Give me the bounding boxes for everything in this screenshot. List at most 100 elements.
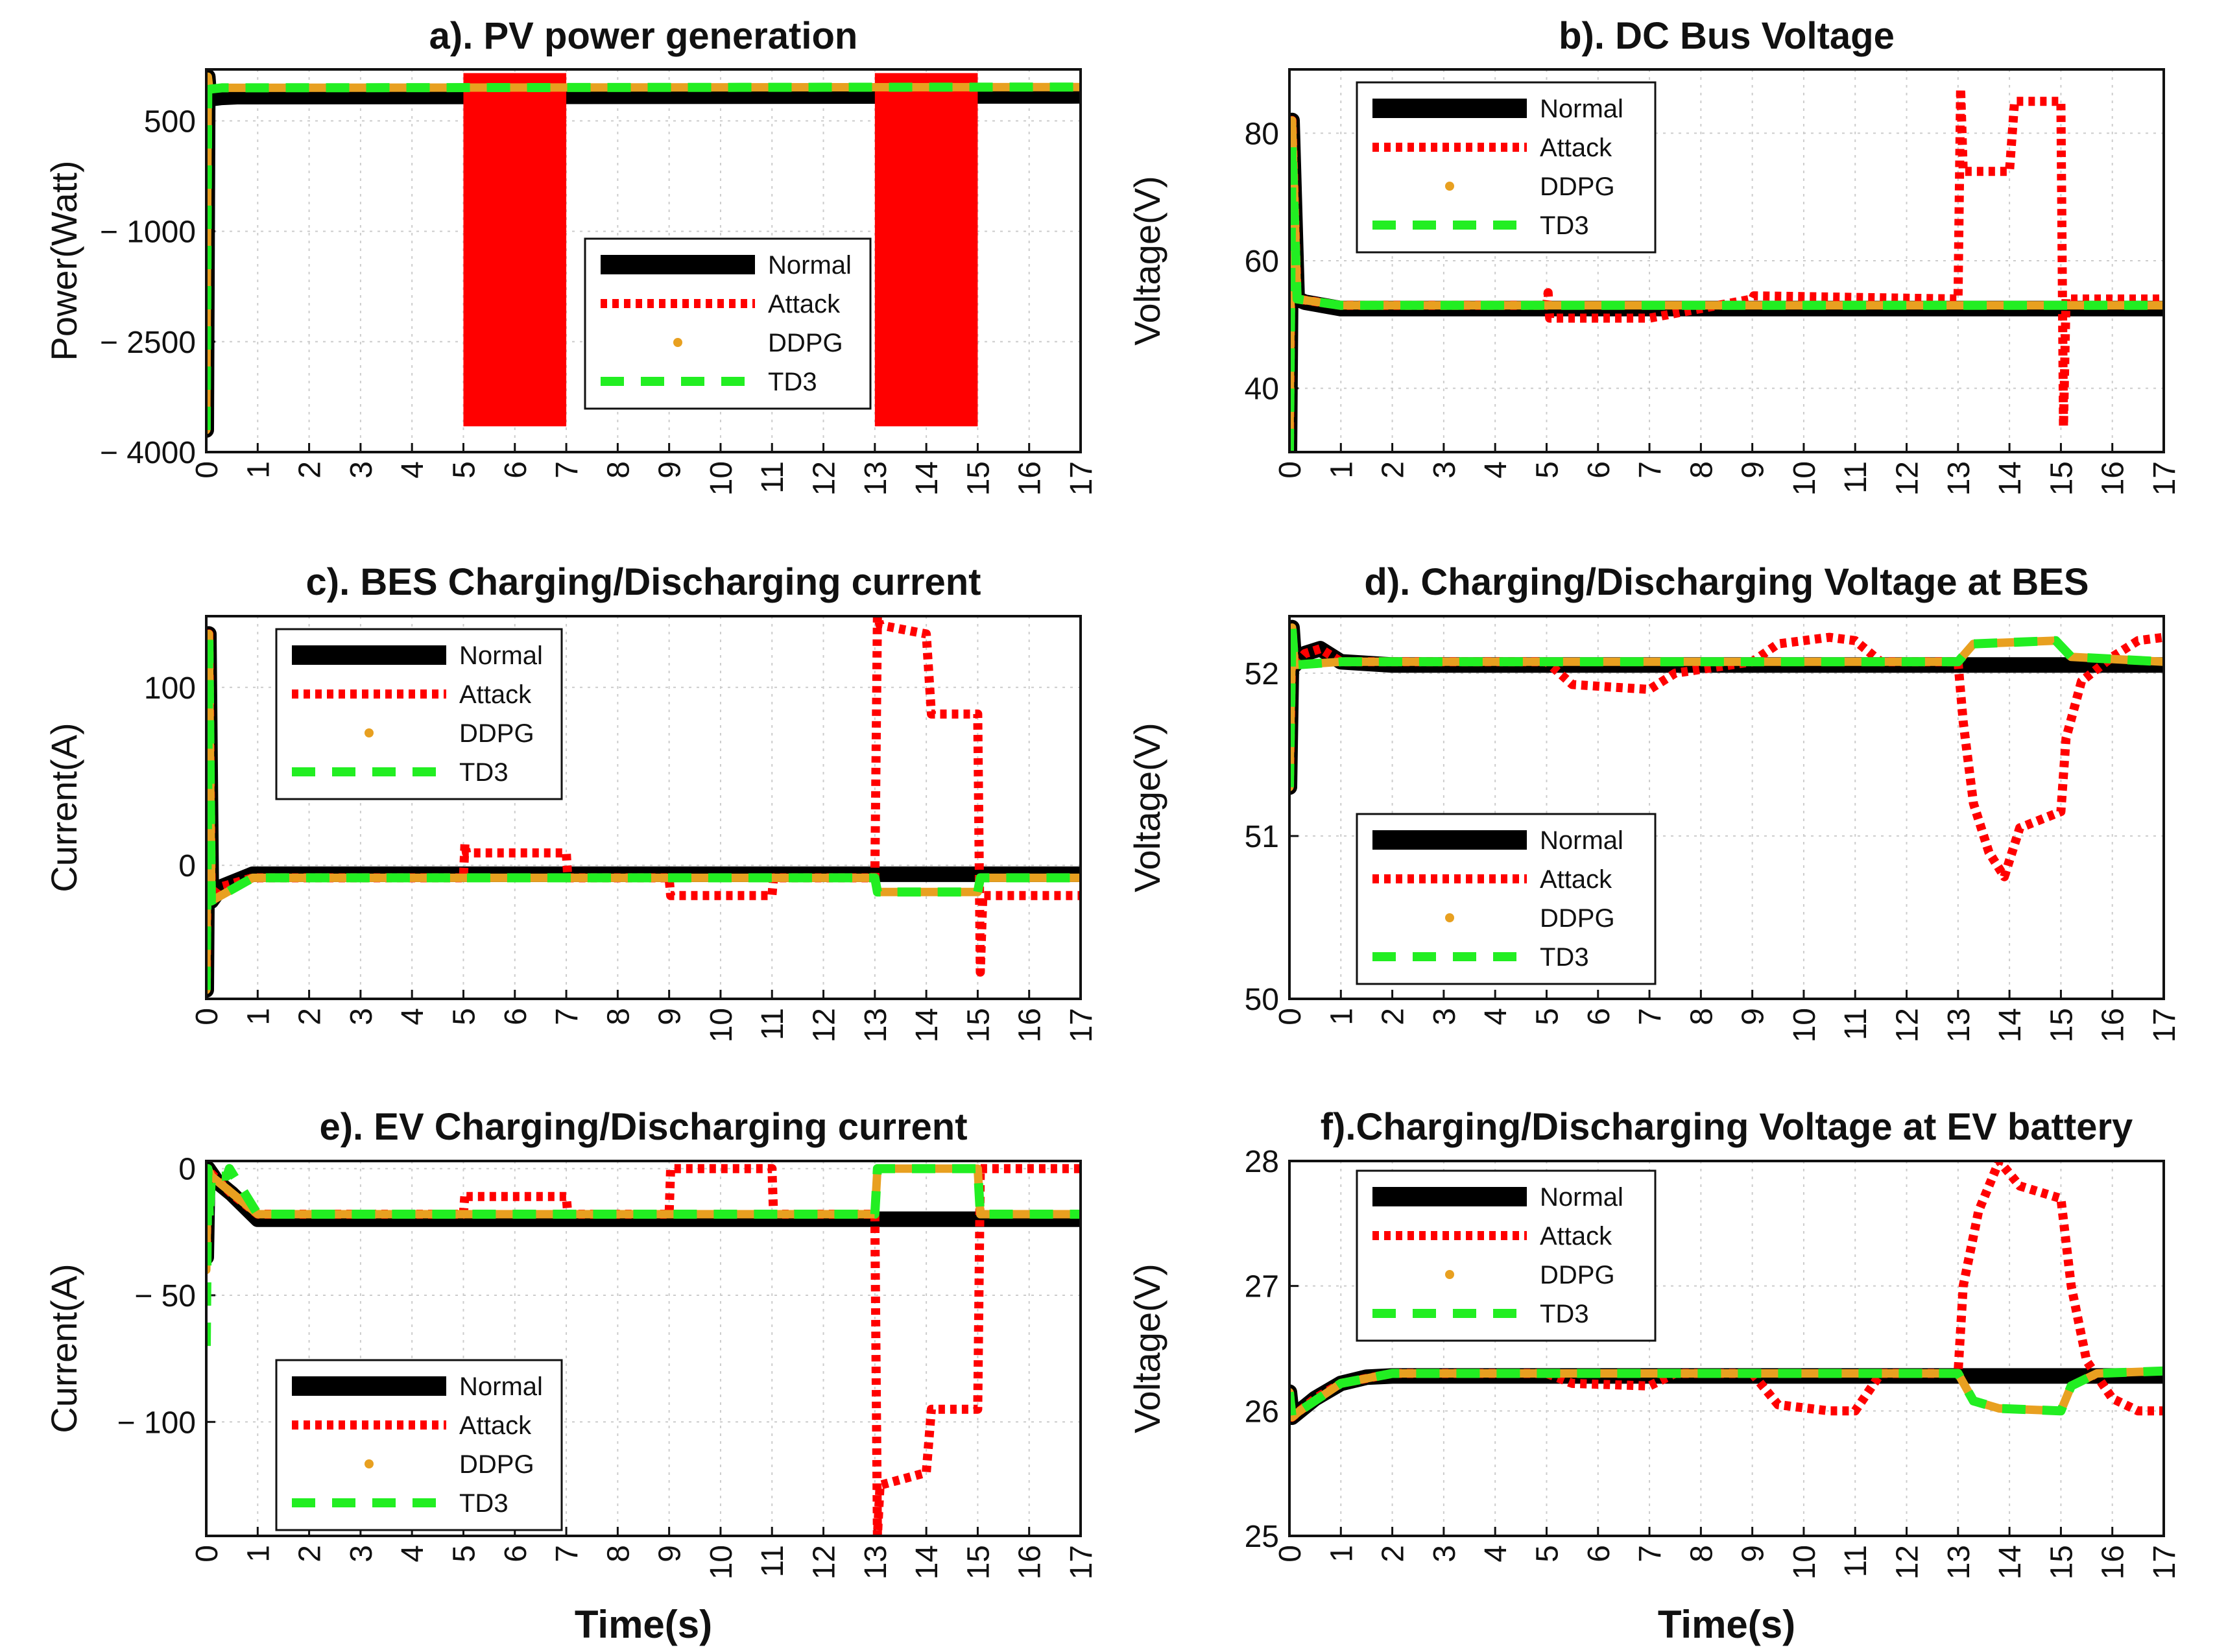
x-tick-label: 3 (344, 461, 379, 479)
x-tick-label: 16 (1013, 461, 1048, 496)
legend: Normal Attack DDPG TD3 (275, 628, 563, 800)
x-tick-label: 17 (2148, 1545, 2182, 1579)
x-tick-label: 11 (756, 1008, 790, 1040)
x-tick-label: 5 (1530, 1008, 1564, 1025)
x-tick-label: 8 (1684, 1545, 1719, 1562)
x-tick-label: 2 (1376, 1545, 1411, 1562)
x-tick-label: 16 (2096, 1545, 2131, 1579)
x-tick-label: 15 (961, 461, 996, 496)
x-tick-label: 10 (704, 1008, 739, 1042)
y-axis-label: Voltage(V) (1127, 723, 1167, 892)
legend-label-attack: Attack (768, 290, 841, 318)
x-tick-label: 4 (396, 1008, 430, 1025)
line-td3 (1289, 141, 2164, 452)
x-tick-label: 3 (1428, 461, 1462, 479)
series-attack (463, 73, 978, 427)
x-tick-label: 3 (1428, 1545, 1462, 1562)
y-tick-label: 100 (144, 671, 196, 706)
legend-marker-ddpg (1445, 1270, 1454, 1279)
x-tick-label: 0 (190, 1545, 224, 1562)
x-tick-label: 17 (2148, 1008, 2182, 1042)
x-tick-label: 11 (756, 1545, 790, 1577)
line-td3 (1289, 623, 2164, 787)
series-td3 (1289, 623, 2164, 787)
y-tick-label: 51 (1245, 820, 1279, 854)
x-tick-label: 2 (1376, 461, 1411, 479)
panel-title: a). PV power generation (429, 15, 858, 57)
x-tick-label: 16 (2096, 461, 2131, 496)
attack-oscillation-block (463, 73, 567, 427)
series-td3 (1289, 1366, 2164, 1422)
x-tick-label: 12 (808, 1545, 842, 1579)
x-tick-label: 6 (499, 461, 533, 479)
x-tick-label: 3 (344, 1008, 379, 1025)
legend-marker-ddpg (365, 728, 374, 737)
legend: Normal Attack DDPG TD3 (275, 1359, 563, 1531)
x-tick-label: 10 (1788, 1545, 1822, 1579)
x-tick-label: 13 (1942, 1008, 1976, 1042)
legend: Normal Attack DDPG TD3 (584, 237, 872, 410)
x-tick-label: 7 (550, 461, 584, 479)
legend-label-ddpg: DDPG (768, 329, 843, 357)
x-tick-label: 10 (704, 461, 739, 496)
legend-label-td3: TD3 (1540, 211, 1589, 240)
legend-label-ddpg: DDPG (459, 1450, 534, 1479)
legend: Normal Attack DDPG TD3 (1356, 81, 1657, 254)
legend-marker-ddpg (365, 1459, 374, 1468)
y-tick-label: 50 (1245, 983, 1279, 1017)
x-tick-label: 6 (1582, 1545, 1616, 1562)
legend-label-attack: Attack (459, 680, 532, 709)
x-tick-label: 7 (1633, 1008, 1668, 1025)
line-td3 (1289, 1366, 2164, 1422)
series-attack (1289, 623, 2164, 881)
x-tick-label: 8 (601, 461, 636, 479)
y-tick-label: 52 (1245, 657, 1279, 691)
x-tick-label: 6 (499, 1008, 533, 1025)
x-tick-label: 15 (2044, 1008, 2079, 1042)
x-tick-label: 1 (241, 1545, 276, 1562)
x-tick-label: 9 (1736, 1545, 1771, 1562)
legend-marker-ddpg (1445, 913, 1454, 922)
x-tick-label: 7 (550, 1008, 584, 1025)
x-tick-label: 0 (190, 461, 224, 479)
x-tick-label: 4 (396, 461, 430, 479)
x-tick-label: 7 (550, 1545, 584, 1562)
x-tick-label: 7 (1633, 1545, 1668, 1562)
x-tick-label: 13 (1942, 1545, 1976, 1579)
x-tick-label: 6 (499, 1545, 533, 1562)
x-tick-label: 8 (1684, 461, 1719, 479)
panel-title: c). BES Charging/Discharging current (306, 561, 981, 603)
x-tick-label: 9 (1736, 461, 1771, 479)
x-tick-label: 1 (241, 1008, 276, 1025)
x-tick-label: 0 (1273, 1008, 1308, 1025)
legend-label-ddpg: DDPG (1540, 1261, 1615, 1289)
legend-label-normal: Normal (1540, 95, 1623, 123)
legend-label-attack: Attack (1540, 1222, 1612, 1251)
x-tick-label: 11 (1839, 1545, 1873, 1577)
axes-frame (205, 615, 1082, 1000)
x-tick-label: 15 (961, 1545, 996, 1579)
x-tick-label: 17 (2148, 461, 2182, 496)
x-tick-label: 6 (1582, 461, 1616, 479)
x-tick-label: 15 (2044, 461, 2079, 496)
x-tick-label: 7 (1633, 461, 1668, 479)
legend: Normal Attack DDPG TD3 (1356, 1169, 1657, 1342)
x-tick-label: 12 (808, 461, 842, 496)
legend-label-normal: Normal (1540, 826, 1623, 855)
y-axis-label: Voltage(V) (1127, 176, 1167, 346)
line-td3 (206, 72, 1081, 431)
legend-label-attack: Attack (1540, 865, 1612, 894)
x-tick-label: 0 (1273, 1545, 1308, 1562)
x-tick-label: 8 (1684, 1008, 1719, 1025)
x-tick-label: 5 (1530, 461, 1564, 479)
x-tick-label: 4 (1479, 1545, 1513, 1562)
x-tick-label: 10 (704, 1545, 739, 1579)
y-axis-label: Current(A) (43, 723, 84, 892)
x-tick-label: 2 (293, 461, 328, 479)
y-tick-label: 0 (178, 849, 196, 883)
x-tick-label: 4 (1479, 1008, 1513, 1025)
